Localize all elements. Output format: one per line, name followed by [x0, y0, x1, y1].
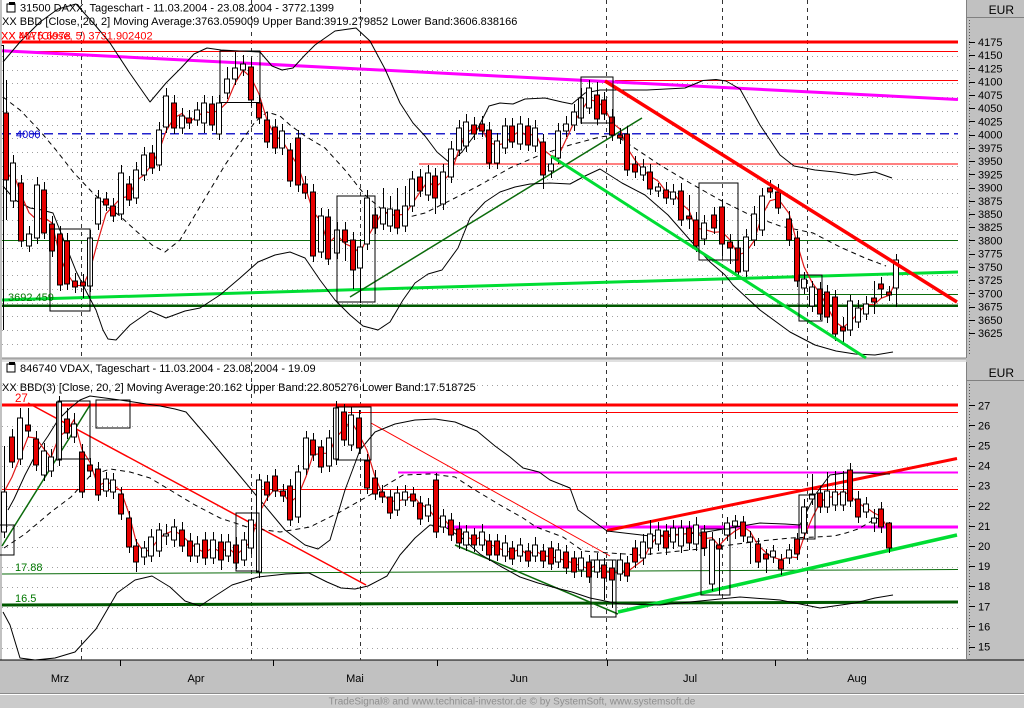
svg-text:Jun: Jun	[510, 673, 528, 685]
svg-text:4125: 4125	[978, 63, 1002, 75]
svg-text:Mai: Mai	[346, 673, 364, 685]
svg-text:26: 26	[978, 420, 990, 432]
svg-text:4000: 4000	[16, 129, 40, 141]
svg-text:3975: 3975	[978, 143, 1002, 155]
svg-text:3925: 3925	[978, 169, 1002, 181]
svg-text:XX BBD(3) [Close, 20, 2] Movin: XX BBD(3) [Close, 20, 2] Moving Average:…	[2, 382, 476, 394]
svg-text:TradeSignal® and www.technical: TradeSignal® and www.technical-investor.…	[329, 697, 696, 708]
svg-text:3700: 3700	[978, 288, 1002, 300]
svg-text:EUR: EUR	[989, 3, 1015, 17]
svg-text:4050: 4050	[978, 103, 1002, 115]
svg-text:Apr: Apr	[187, 673, 204, 685]
svg-text:3650: 3650	[978, 315, 1002, 327]
svg-text:16.5: 16.5	[15, 593, 36, 605]
svg-text:27: 27	[15, 393, 28, 405]
svg-text:XX BBD [Close, 20, 2] Moving A: XX BBD [Close, 20, 2] Moving Average:376…	[2, 16, 517, 28]
svg-text:21: 21	[978, 521, 990, 533]
svg-text:4025: 4025	[978, 116, 1002, 128]
svg-text:19: 19	[978, 561, 990, 573]
svg-text:17.88: 17.88	[15, 562, 43, 574]
svg-text:25: 25	[978, 441, 990, 453]
svg-text:3800: 3800	[978, 235, 1002, 247]
svg-text:16: 16	[978, 621, 990, 633]
svg-text:3625: 3625	[978, 328, 1002, 340]
svg-text:23: 23	[978, 481, 990, 493]
svg-text:3875: 3875	[978, 196, 1002, 208]
svg-text:XX MA (Close, 5) 3731.902402: XX MA (Close, 5) 3731.902402	[1, 31, 153, 43]
svg-text:4075: 4075	[978, 90, 1002, 102]
svg-text:3725: 3725	[978, 275, 1002, 287]
svg-text:3750: 3750	[978, 262, 1002, 274]
svg-text:Mrz: Mrz	[51, 673, 69, 685]
svg-text:3775: 3775	[978, 249, 1002, 261]
svg-text:4175: 4175	[978, 37, 1002, 49]
svg-text:3825: 3825	[978, 222, 1002, 234]
svg-text:17: 17	[978, 601, 990, 613]
svg-text:22: 22	[978, 501, 990, 513]
svg-text:27: 27	[978, 400, 990, 412]
svg-text:3675: 3675	[978, 302, 1002, 314]
svg-text:31500 DAXX, Tageschart - 11.0: 31500 DAXX, Tageschart - 11.03.2004 - 23…	[20, 3, 334, 15]
svg-text:24: 24	[978, 461, 990, 473]
svg-text:Jul: Jul	[683, 673, 697, 685]
svg-text:3900: 3900	[978, 183, 1002, 195]
svg-text:3692.459: 3692.459	[8, 292, 54, 304]
svg-text:3850: 3850	[978, 209, 1002, 221]
svg-text:15: 15	[978, 642, 990, 654]
svg-text:EUR: EUR	[989, 366, 1015, 380]
svg-text:18: 18	[978, 581, 990, 593]
svg-text:3950: 3950	[978, 156, 1002, 168]
svg-text:Aug: Aug	[847, 673, 867, 685]
svg-text:20: 20	[978, 541, 990, 553]
svg-text:4150: 4150	[978, 50, 1002, 62]
svg-text:4100: 4100	[978, 77, 1002, 89]
svg-text:4000: 4000	[978, 130, 1002, 142]
svg-text:846740 VDAX, Tageschart - 11.: 846740 VDAX, Tageschart - 11.03.2004 - 2…	[20, 363, 316, 375]
svg-text:XX 4175.6978: XX 4175.6978	[1, 31, 71, 43]
